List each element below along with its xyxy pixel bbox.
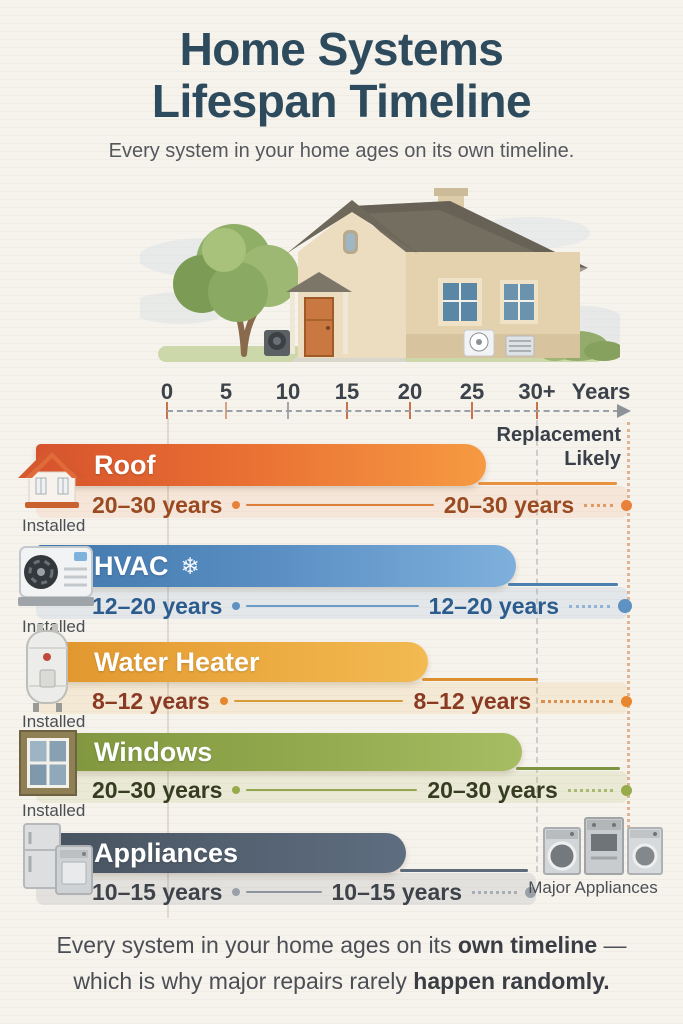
replacement-likely-note: Replacement Likely xyxy=(497,424,622,471)
appliances-trail-dots xyxy=(471,890,517,894)
roof-bar-extension xyxy=(478,482,617,485)
appliances-end-dot xyxy=(525,886,536,898)
water-heater-start-dot xyxy=(219,697,228,705)
hvac-connector-line xyxy=(246,605,419,607)
roof-range-left: 20–30 years xyxy=(92,491,223,518)
water-heater-lifespan-bar: Water Heater xyxy=(36,642,428,682)
guide-line-replacement xyxy=(627,422,630,870)
snowflake-icon: ❄ xyxy=(180,552,200,579)
windows-range-right: 20–30 years xyxy=(427,776,558,803)
hvac-trail-dots xyxy=(569,604,610,608)
windows-years-line: 20–30 years 20–30 years xyxy=(92,775,632,805)
hvac-bar-extension xyxy=(508,583,618,586)
roof-range-right: 20–30 years xyxy=(443,491,575,518)
ac-units-illustration xyxy=(463,329,535,357)
water-heater-icon xyxy=(26,624,68,712)
row-tint xyxy=(36,771,628,803)
hvac-years-line: 12–20 years 12–20 years xyxy=(92,591,632,621)
water-heater-end-dot xyxy=(621,695,632,707)
windows-lifespan-bar: Windows xyxy=(36,733,522,771)
water-heater-range-right: 8–12 years xyxy=(413,687,532,714)
windows-trail-dots xyxy=(567,788,613,792)
water-heater-bar-label: Water Heater xyxy=(94,646,260,677)
page-title: Home Systems Lifespan Timeline xyxy=(0,23,683,127)
window-icon xyxy=(19,730,77,796)
axis-tick-10: 10 xyxy=(275,379,301,404)
footer-part1: Every system in your home ages on its xyxy=(56,932,452,958)
appliances-bar-extension xyxy=(400,869,528,872)
footer-text: Every system in your home ages on its ow… xyxy=(0,928,683,999)
hvac-range-right: 12–20 years xyxy=(428,592,560,619)
axis-tick-15: 15 xyxy=(334,379,360,404)
footer-bold2: happen randomly. xyxy=(413,968,609,994)
footer-bold2-text: happen randomly xyxy=(413,967,604,994)
heat-pump-illustration xyxy=(264,330,290,356)
row-tint xyxy=(36,486,628,518)
water-heater-bar-extension xyxy=(422,678,538,681)
roof-end-dot xyxy=(621,499,632,511)
hvac-end-dot xyxy=(618,599,632,613)
roof-trail-dots xyxy=(584,503,613,507)
replacement-note-line1: Replacement xyxy=(496,424,622,446)
timeline-arrow-icon xyxy=(617,404,631,418)
major-appliances-label: Major Appliances xyxy=(528,878,658,897)
roof-icon xyxy=(18,444,86,508)
hvac-range-left: 12–20 years xyxy=(92,592,223,619)
appliances-connector-line xyxy=(246,891,322,893)
windows-bar-label: Windows xyxy=(94,736,213,767)
roof-years-line: 20–30 years 20–30 years xyxy=(92,490,632,520)
roof-start-dot xyxy=(232,501,241,509)
appliances-years-line: 10–15 years 10–15 years xyxy=(92,877,536,907)
footer-part2: which is why major repairs rarely xyxy=(73,967,407,994)
appliances-icon xyxy=(23,823,93,895)
roof-bar-label: Roof xyxy=(94,449,156,480)
water-heater-connector-line xyxy=(233,700,404,702)
footer-line-1: Every system in your home ages on its ow… xyxy=(0,928,683,964)
axis-unit-label: Years xyxy=(571,379,631,404)
windows-end-dot xyxy=(621,784,632,796)
windows-bar-extension xyxy=(516,767,620,770)
row-tint xyxy=(36,873,536,905)
water-heater-installed-label: Installed xyxy=(22,712,86,731)
row-tint xyxy=(36,587,628,619)
axis-tick-25: 25 xyxy=(459,379,485,404)
footer-dash: — xyxy=(603,932,627,958)
windows-connector-line xyxy=(246,789,418,791)
title-line-2: Lifespan Timeline xyxy=(151,74,532,127)
axis-tick-20: 20 xyxy=(397,379,423,404)
hvac-lifespan-bar: HVAC ❄ xyxy=(36,545,516,587)
house-illustration xyxy=(140,188,620,362)
appliances-bar-label: Appliances xyxy=(94,837,239,868)
windows-range-left: 20–30 years xyxy=(92,776,223,803)
roof-lifespan-bar: Roof xyxy=(36,444,486,486)
roof-connector-line xyxy=(246,504,434,506)
hvac-bar-label: HVAC xyxy=(94,550,169,581)
row-tint xyxy=(36,682,628,714)
axis-tick-30plus: 30+ xyxy=(518,379,556,404)
appliances-range-right: 10–15 years xyxy=(331,878,462,905)
appliances-range-left: 10–15 years xyxy=(92,878,223,905)
roof-installed-label: Installed xyxy=(22,516,86,535)
appliances-lifespan-bar: Appliances xyxy=(36,833,406,873)
appliances-start-dot xyxy=(232,888,241,896)
major-appliances-icon xyxy=(543,817,663,875)
title-line-1: Home Systems xyxy=(179,23,504,75)
guide-line-30plus xyxy=(536,420,538,872)
footer-line-2: which is why major repairs rarely happen… xyxy=(0,964,683,1000)
hvac-start-dot xyxy=(232,602,241,610)
footer-bold1: own timeline xyxy=(457,932,598,958)
footer-period: . xyxy=(603,967,610,994)
windows-start-dot xyxy=(232,786,241,794)
water-heater-range-left: 8–12 years xyxy=(92,687,210,714)
water-heater-years-line: 8–12 years 8–12 years xyxy=(92,686,632,716)
axis-tick-5: 5 xyxy=(219,379,233,404)
ac-unit-icon xyxy=(18,546,94,606)
replacement-note-line2: Likely xyxy=(564,447,621,470)
windows-installed-label: Installed xyxy=(22,801,86,820)
axis-tick-0: 0 xyxy=(160,379,174,404)
timeline-axis xyxy=(167,410,619,412)
page-subtitle: Every system in your home ages on its ow… xyxy=(108,140,575,162)
water-heater-trail-dots xyxy=(541,699,613,703)
